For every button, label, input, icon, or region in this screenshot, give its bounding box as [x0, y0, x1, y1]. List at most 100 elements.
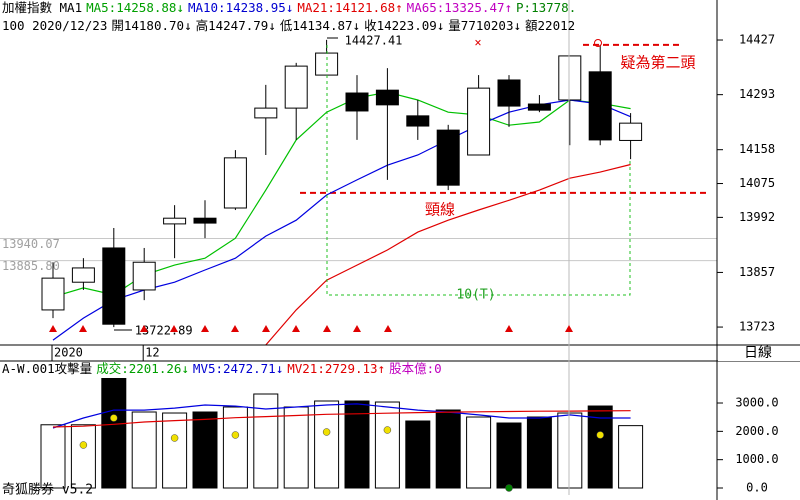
- signal-dot: [505, 484, 513, 492]
- candle-body: [497, 79, 521, 107]
- neckline-label: 頸線: [425, 200, 455, 218]
- volume-bar: [435, 409, 461, 489]
- y-tick-label: 14427: [739, 33, 775, 47]
- period-box: [718, 346, 800, 361]
- y-tick-label: 14293: [739, 87, 775, 101]
- header-segment: 額22012: [525, 18, 576, 33]
- header-segment: A-W.001攻擊量: [2, 361, 93, 376]
- y-tick-label: 13723: [739, 320, 775, 334]
- signal-triangle: [353, 325, 361, 332]
- signal-dot: [322, 428, 331, 436]
- signal-triangle: [140, 325, 148, 332]
- signal-triangle: [262, 325, 270, 332]
- volume-bar: [253, 393, 279, 489]
- reference-label: 13885.80: [2, 259, 60, 273]
- header-segment: 收14223.09↓: [364, 18, 445, 33]
- header-segment: 加權指數 MA1: [2, 0, 83, 15]
- header-segment: P:13778.: [516, 0, 577, 15]
- signal-triangle: [323, 325, 331, 332]
- header-segment: 低14134.87↓: [279, 18, 361, 33]
- header-segment: 開14180.70↓: [111, 18, 192, 33]
- header-segment: MA65:13325.47↑: [406, 0, 513, 15]
- candle-body: [436, 129, 460, 186]
- count-label: 10(T): [456, 288, 495, 303]
- signal-triangle: [231, 325, 239, 332]
- header-segment: 100 2020/12/23: [2, 18, 108, 33]
- header-segment: MA10:14238.95↓: [187, 0, 294, 15]
- reference-label: 13940.07: [2, 237, 60, 251]
- volume-bar: [405, 420, 431, 489]
- high-label: 14427.41: [345, 33, 403, 47]
- low-label: 13722.89: [135, 324, 193, 338]
- candle-body: [284, 65, 308, 109]
- candle-body: [375, 89, 399, 106]
- y-tick-label: 1000.0: [735, 452, 778, 466]
- candle-body: [223, 157, 247, 209]
- period-label: 日線: [744, 345, 772, 361]
- signal-triangle: [201, 325, 209, 332]
- candle-body: [527, 103, 551, 111]
- app-label: 奇狐勝券 v5.2: [2, 482, 93, 498]
- y-tick-label: 0.0: [746, 481, 768, 495]
- volume-bar: [101, 378, 127, 489]
- mv-line: [52, 410, 631, 428]
- y-tick-label: 2000.0: [735, 424, 778, 438]
- y-tick-label: 13992: [739, 210, 775, 224]
- candle-body: [71, 267, 95, 283]
- y-tick-label: 14158: [739, 142, 775, 156]
- price-plot: 13940.07 13885.80 頸線 疑為第二頭: [0, 39, 717, 345]
- candle-body: [193, 217, 217, 224]
- header-segment: 成交:2201.26↓: [96, 361, 189, 376]
- volume-bar: [526, 416, 552, 489]
- signal-markers: [49, 325, 573, 332]
- count-box: [326, 45, 631, 296]
- header-segment: MA21:14121.68↑: [297, 0, 403, 15]
- volume-bar: [131, 411, 157, 489]
- header-segment: MA5:14258.88↓: [86, 0, 184, 15]
- volume-bar: [222, 406, 248, 489]
- volume-bar: [192, 411, 218, 489]
- signal-dot: [79, 441, 88, 449]
- volume-bar: [466, 416, 492, 489]
- signal-triangle: [565, 325, 573, 332]
- axes: 13723 13857 13992 14075 14158 14293 14427 2020 1…: [51, 33, 779, 495]
- volume-bar: [70, 424, 96, 489]
- candle-body: [467, 87, 491, 156]
- signal-triangle: [170, 325, 178, 332]
- volume-bar: [162, 412, 188, 489]
- cross-marker: ×: [474, 36, 481, 50]
- signal-triangle: [384, 325, 392, 332]
- signal-dot: [231, 431, 240, 439]
- volume-bar: [374, 401, 400, 489]
- signal-triangle: [49, 325, 57, 332]
- circle-marker: [594, 39, 602, 47]
- y-tick-label: 3000.0: [735, 396, 778, 410]
- signal-triangle: [292, 325, 300, 332]
- candle-body: [619, 122, 643, 141]
- volume-bar: [587, 405, 613, 489]
- candle-body: [163, 217, 187, 225]
- volume-header: A-W.001攻擊量 成交:2201.26↓ MV5:2472.71↓ MV21:27…: [2, 361, 716, 377]
- header-segment: 量7710203↓: [448, 18, 522, 33]
- second-head-label: 疑為第二頭: [620, 53, 695, 71]
- mv-line: [52, 403, 631, 429]
- header-segment: 高14247.79↓: [195, 18, 276, 33]
- x-tick-label: 2020: [54, 346, 83, 360]
- header-segment: MV5:2472.71↓: [192, 361, 284, 376]
- header-line: 100 2020/12/23 開14180.70↓ 高14247.79↓ 低14134…: [2, 18, 716, 34]
- volume-plot: [40, 378, 644, 492]
- candle-body: [132, 261, 156, 291]
- signal-dot: [596, 431, 604, 439]
- volume-bar: [344, 400, 370, 489]
- candle-body: [41, 277, 65, 311]
- volume-bar: [283, 406, 309, 489]
- candle-body: [588, 71, 612, 141]
- volume-bar: [40, 424, 66, 489]
- candle-body: [558, 55, 582, 101]
- x-tick-label: 12: [145, 346, 159, 360]
- signal-triangle: [505, 325, 513, 332]
- signal-dot: [110, 414, 118, 422]
- header-segment: 股本億:0: [389, 361, 442, 376]
